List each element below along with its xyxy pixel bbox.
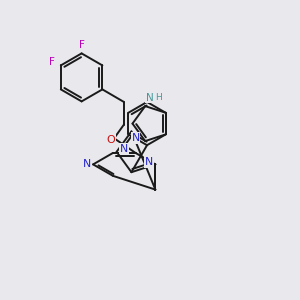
Text: N: N xyxy=(120,144,128,154)
Text: F: F xyxy=(79,40,85,50)
Text: N: N xyxy=(82,159,91,170)
Text: N: N xyxy=(145,157,153,167)
Text: O: O xyxy=(106,135,115,145)
Text: N: N xyxy=(131,133,140,143)
Text: N: N xyxy=(146,93,154,103)
Text: H: H xyxy=(155,93,162,102)
Text: F: F xyxy=(49,57,55,68)
